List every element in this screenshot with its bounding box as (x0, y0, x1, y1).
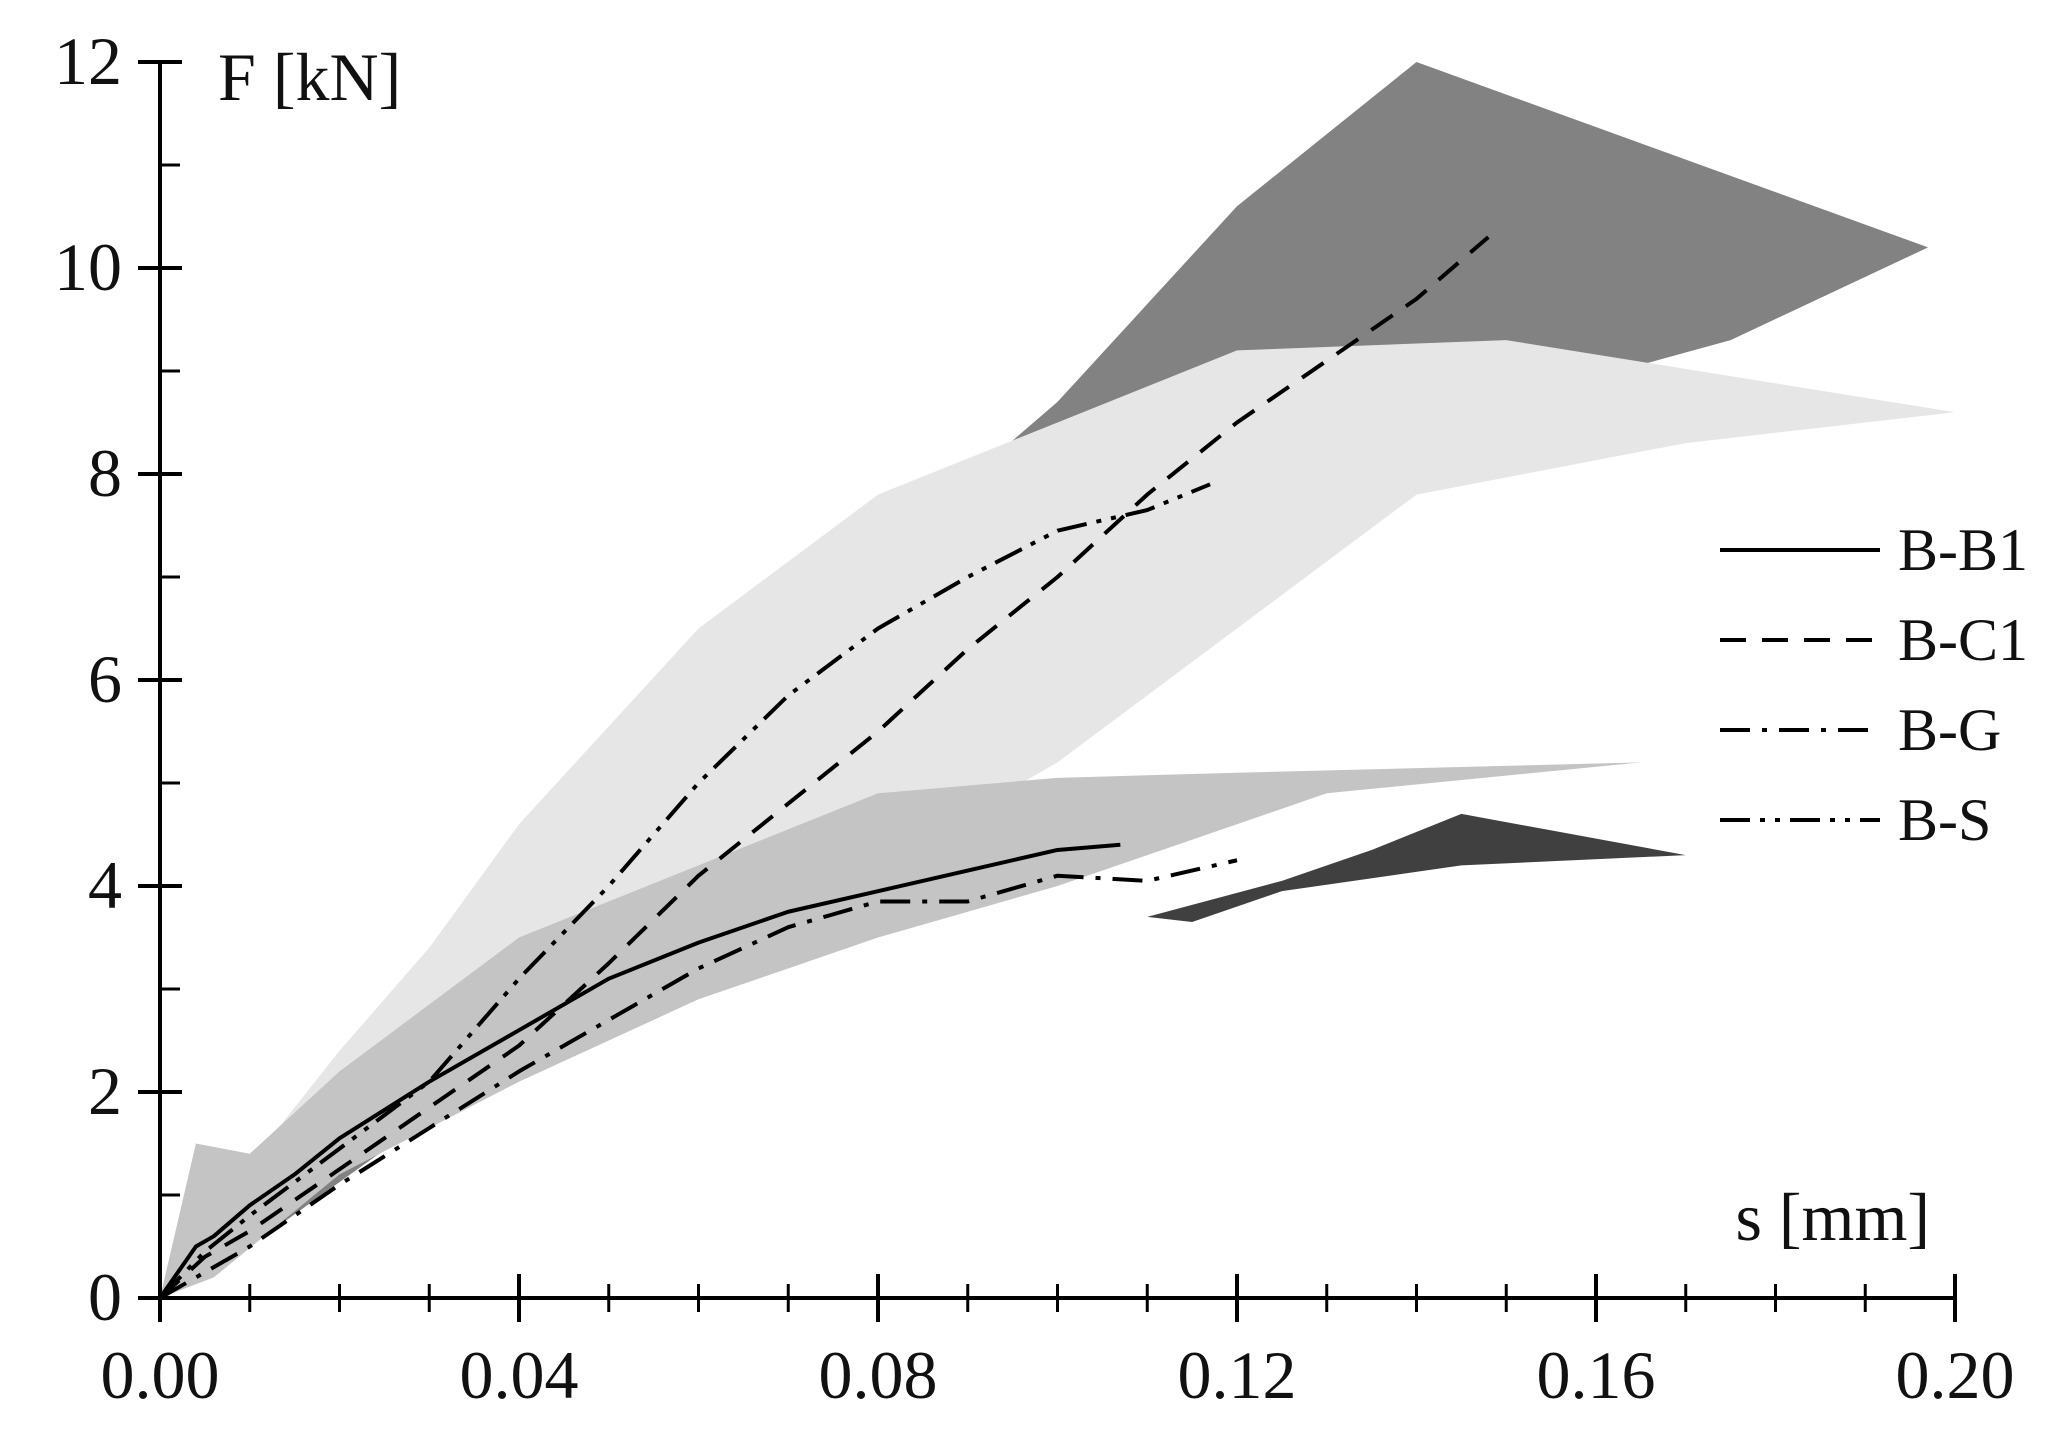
x-tick-label: 0.00 (101, 1337, 220, 1413)
legend-label-b-g: B-G (1898, 697, 2001, 763)
y-tick-label: 8 (88, 435, 122, 511)
data-series (158, 235, 1490, 1300)
x-axis-title: s [mm] (1735, 1179, 1930, 1255)
series-line-b-s (158, 482, 1211, 1300)
series-line-b-b1 (158, 842, 1121, 1300)
axis-ticks: 0 2 4 6 8 10 12 0.00 0.04 0.08 0.12 0.16 0.20 (54, 23, 2015, 1413)
x-tick-label: 0.16 (1537, 1337, 1656, 1413)
legend-label-b-c1: B-C1 (1898, 607, 2028, 673)
series-line-b-c1 (158, 235, 1490, 1300)
y-tick-label: 4 (88, 847, 122, 923)
x-tick-label: 0.08 (819, 1337, 938, 1413)
x-tick-label: 0.20 (1896, 1337, 2015, 1413)
y-tick-label: 2 (88, 1053, 122, 1129)
x-tick-label: 0.04 (460, 1337, 579, 1413)
y-axis-title: F [kN] (218, 39, 401, 115)
series-line-b-g (159, 858, 1238, 1300)
y-tick-label: 0 (88, 1259, 122, 1335)
legend-label-b-b1: B-B1 (1898, 517, 2028, 583)
y-tick-label: 12 (54, 23, 122, 99)
x-tick-label: 0.12 (1178, 1337, 1297, 1413)
band-b-g (1147, 813, 1686, 923)
band-b-s (160, 340, 1955, 1299)
band-b-b1 (160, 762, 1641, 1298)
scatter-bands (160, 62, 1955, 1299)
y-tick-label: 10 (54, 229, 122, 305)
legend: B-B1 B-C1 B-G B-S (1720, 517, 2028, 853)
y-tick-label: 6 (88, 641, 122, 717)
legend-label-b-s: B-S (1898, 787, 1991, 853)
